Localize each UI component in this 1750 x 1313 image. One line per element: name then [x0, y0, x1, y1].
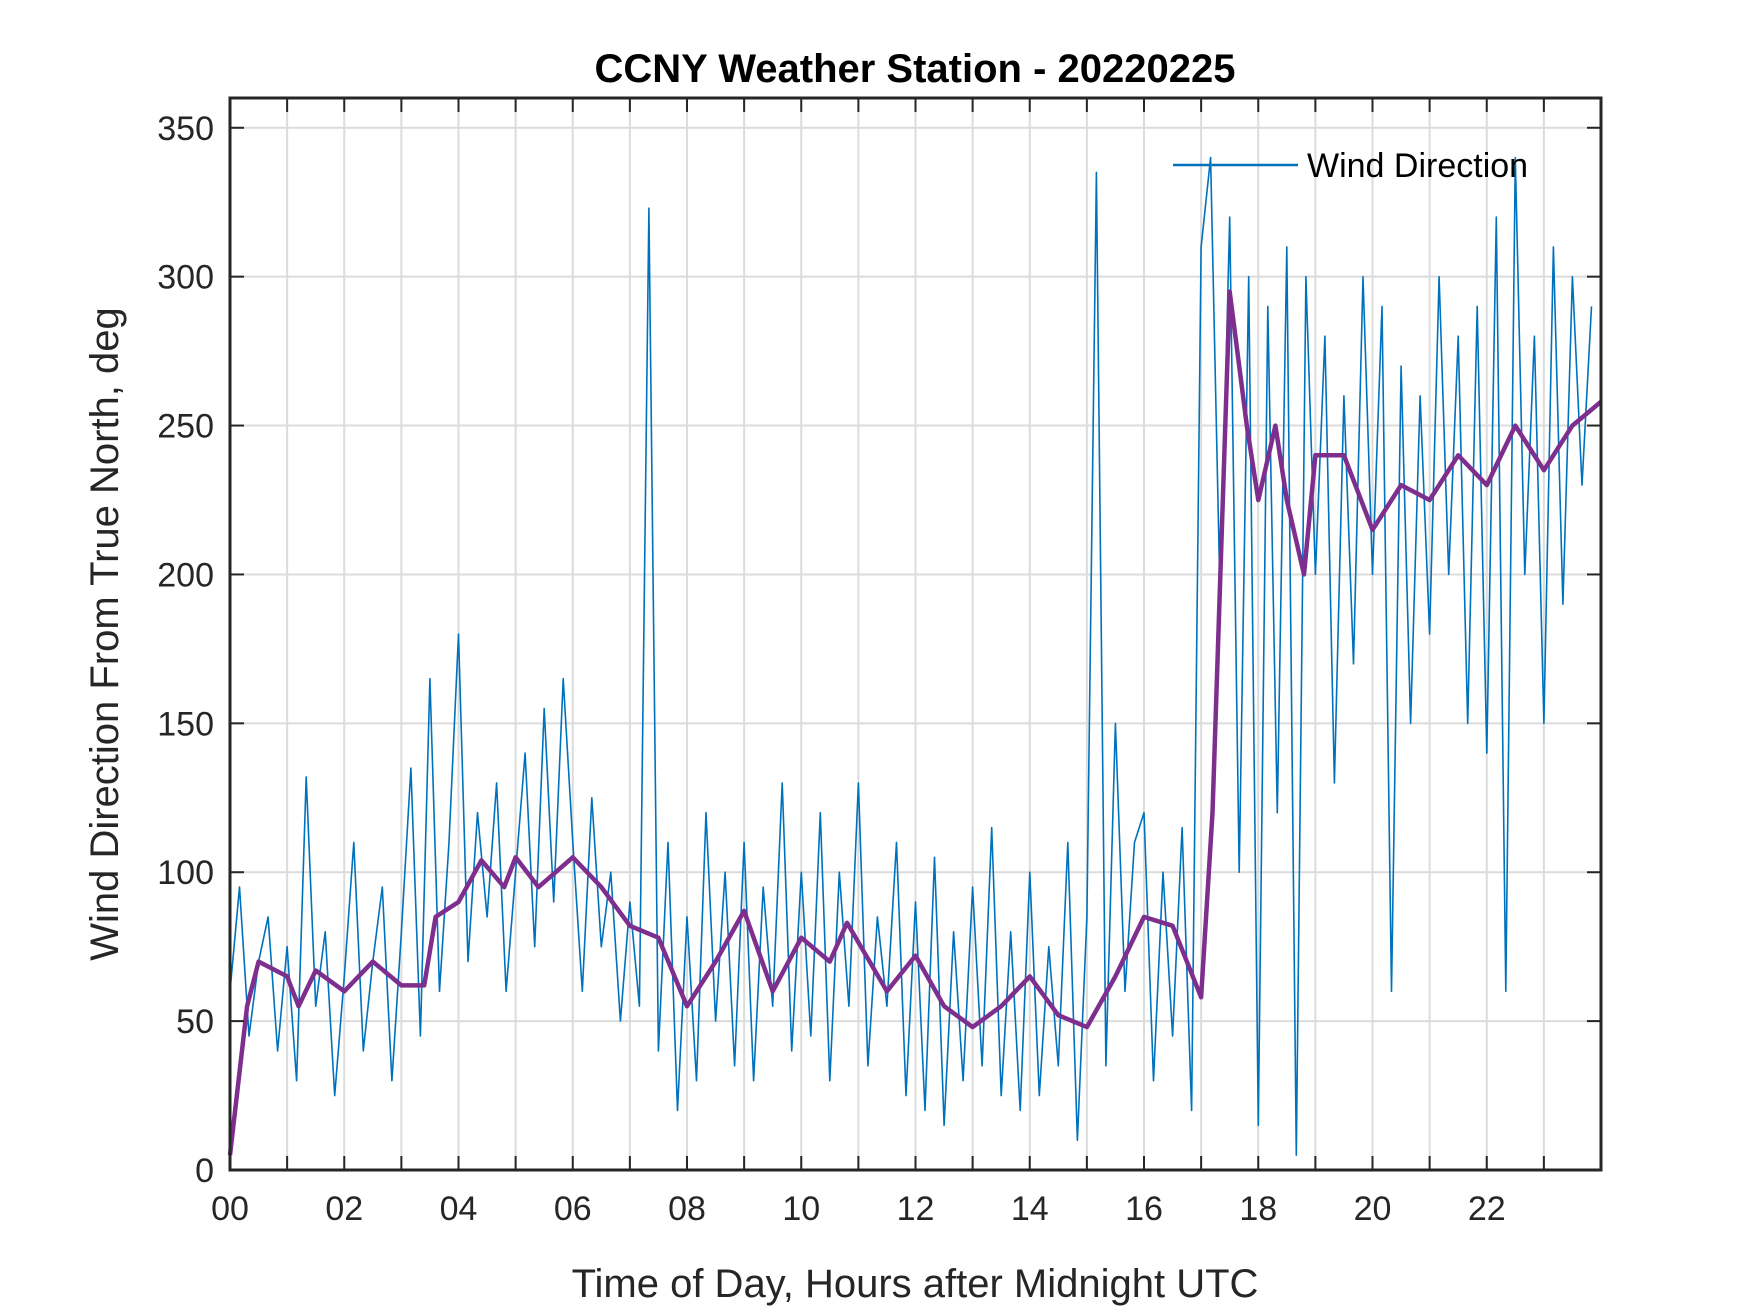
x-tick-label: 02 — [325, 1190, 363, 1228]
y-tick-label: 150 — [157, 705, 214, 743]
x-tick-label: 14 — [1011, 1190, 1049, 1228]
y-tick-label: 50 — [176, 1003, 214, 1041]
series-layer — [227, 156, 1603, 1156]
x-tick-label: 16 — [1125, 1190, 1163, 1228]
grid — [230, 98, 1601, 1170]
x-tick-label: 04 — [440, 1190, 478, 1228]
x-tick-label: 06 — [554, 1190, 592, 1228]
y-tick-label: 350 — [157, 110, 214, 148]
series-line-wind-direction — [229, 156, 1593, 1156]
y-tick-label: 100 — [157, 854, 214, 892]
x-tick-label: 10 — [782, 1190, 820, 1228]
x-tick-label: 20 — [1354, 1190, 1392, 1228]
legend-label-wind-direction: Wind Direction — [1307, 147, 1528, 185]
legend: Wind Direction — [1173, 147, 1528, 185]
x-tick-label: 08 — [668, 1190, 706, 1228]
x-tick-label: 12 — [897, 1190, 935, 1228]
ticks: 00 02 04 06 08 10 12 14 16 18 20 22 0 50 100 150 200 250 3… — [157, 98, 1601, 1228]
x-tick-label: 00 — [211, 1190, 249, 1228]
y-tick-label: 250 — [157, 408, 214, 446]
y-tick-label: 300 — [157, 259, 214, 297]
x-axis-label: Time of Day, Hours after Midnight UTC — [572, 1262, 1259, 1306]
x-tick-label: 22 — [1468, 1190, 1506, 1228]
x-tick-label: 18 — [1239, 1190, 1277, 1228]
y-tick-label: 200 — [157, 556, 214, 594]
y-tick-label: 0 — [195, 1152, 214, 1190]
chart-title: CCNY Weather Station - 20220225 — [595, 47, 1236, 91]
y-axis-label: Wind Direction From True North, deg — [83, 307, 127, 961]
